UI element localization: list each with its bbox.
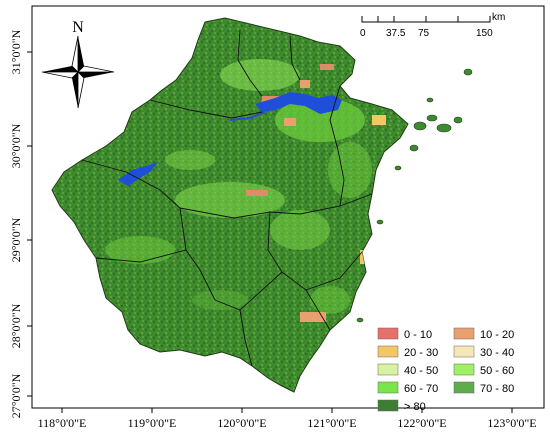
vegetation-light-zones [105,59,372,314]
legend-swatch [377,363,399,376]
y-tick-label: 28°0'0"N [9,303,23,348]
x-axis: 118°0'0"E 119°0'0"E 120°0'0"E 121°0'0"E 122°… [38,408,537,430]
x-tick-label: 120°0'0"E [217,416,266,430]
legend-label: 40 - 50 [404,365,438,377]
legend-swatch [453,381,475,394]
legend-label: > 80 [404,401,426,413]
river [229,111,266,121]
legend-swatch [377,327,399,340]
north-label: N [72,19,84,36]
admin-boundaries [81,29,373,367]
legend-swatch [453,345,475,358]
scale-label-0: 0 [360,28,366,39]
scale-unit: km [492,12,505,23]
legend-label: 60 - 70 [404,383,438,395]
north-arrow: N [41,19,115,109]
water-bodies [118,92,342,186]
x-tick-label: 122°0'0"E [397,416,446,430]
legend-swatch [453,327,475,340]
legend-label: 30 - 40 [480,347,514,359]
x-tick-label: 123°0'0"E [487,416,536,430]
y-tick-label: 29°0'0"N [9,217,23,262]
legend-swatch [377,399,399,412]
scale-label-3: 150 [476,28,493,39]
legend-swatch [377,345,399,358]
y-axis: 31°0'0"N 30°0'0"N 29°0'0"N 28°0'0"N 27°0'0"N [9,29,32,418]
scale-label-2: 75 [418,28,430,39]
x-tick-label: 119°0'0"E [128,416,177,430]
legend-label: 70 - 80 [480,383,514,395]
legend-label: 0 - 10 [404,329,432,341]
legend-label: 10 - 20 [480,329,514,341]
x-tick-label: 118°0'0"E [38,416,87,430]
legend-swatch [453,363,475,376]
scale-label-1: 37.5 [386,28,406,39]
qiantang-bay [255,92,342,114]
qiandao-lake [118,162,158,186]
islands [356,68,473,323]
y-tick-label: 31°0'0"N [9,29,23,74]
legend: 0 - 10 10 - 20 20 - 30 30 - 40 40 - 50 50 - 6… [377,327,514,413]
y-tick-label: 27°0'0"N [9,373,23,418]
legend-label: 50 - 60 [480,365,514,377]
x-tick-label: 121°0'0"E [307,416,356,430]
legend-label: 20 - 30 [404,347,438,359]
scale-bar: 0 37.5 75 150 km [360,12,505,39]
legend-swatch [377,381,399,394]
y-tick-label: 30°0'0"N [9,123,23,168]
